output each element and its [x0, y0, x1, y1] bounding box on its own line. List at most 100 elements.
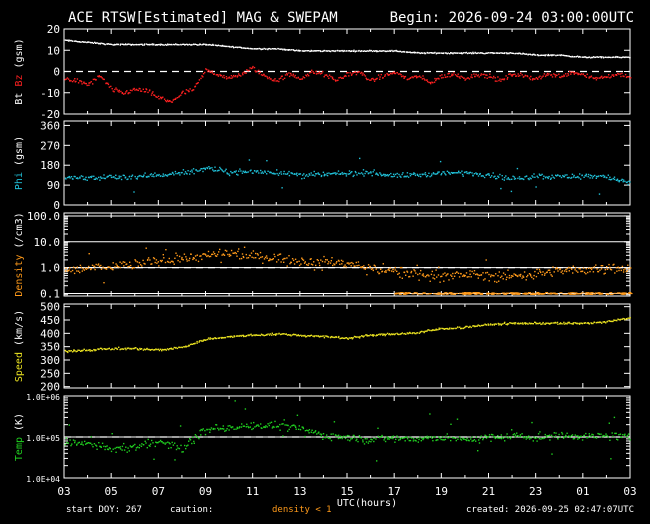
- data-point-temp: [502, 437, 505, 439]
- data-point-bz: [94, 78, 96, 80]
- data-point-speed: [253, 334, 255, 336]
- data-point-bz: [271, 79, 274, 82]
- data-point-bz: [160, 97, 162, 100]
- data-point-bz: [299, 78, 301, 80]
- data-point-bt: [275, 48, 277, 50]
- data-point-phi: [449, 173, 451, 175]
- y-axis-label-part: (K): [14, 413, 25, 437]
- data-point-phi: [147, 175, 149, 178]
- data-point-density: [398, 272, 400, 274]
- data-point-speed: [164, 348, 166, 351]
- data-point-density: [253, 257, 255, 259]
- data-point-bz: [598, 77, 600, 79]
- data-point-phi: [542, 178, 544, 180]
- y-tick-label: 250: [40, 367, 60, 380]
- data-point-bz: [630, 77, 632, 79]
- data-point-bt: [147, 43, 150, 46]
- data-point-phi: [187, 170, 189, 172]
- data-point-density: [250, 252, 253, 254]
- data-point-temp: [408, 439, 410, 442]
- data-point-bz: [85, 82, 87, 85]
- data-point-speed: [110, 349, 112, 351]
- data-point-phi: [382, 174, 384, 176]
- data-point-speed: [443, 328, 446, 330]
- data-point-bt: [70, 39, 72, 42]
- data-point-density: [239, 258, 241, 260]
- data-point-speed: [128, 347, 130, 349]
- data-point-speed: [233, 336, 236, 338]
- data-point-speed: [386, 332, 389, 335]
- data-point-density: [478, 274, 480, 277]
- data-point-bt: [309, 50, 311, 53]
- data-point-temp: [511, 429, 513, 431]
- data-point-phi: [149, 174, 151, 176]
- data-point-density: [559, 268, 561, 270]
- data-point-bz: [538, 76, 540, 78]
- data-point-speed: [264, 334, 267, 336]
- data-point-speed: [377, 333, 380, 336]
- x-tick-label: 21: [482, 485, 495, 498]
- data-point-speed: [232, 336, 234, 338]
- data-point-phi: [540, 174, 542, 176]
- data-point-bz: [476, 75, 478, 77]
- data-point-phi: [485, 174, 488, 176]
- data-point-temp: [357, 440, 359, 443]
- data-point-speed: [365, 334, 367, 336]
- data-point-density: [495, 273, 497, 275]
- data-point-speed: [586, 322, 588, 324]
- data-point-bz: [157, 95, 160, 97]
- data-point-density: [616, 270, 618, 272]
- data-point-speed: [351, 338, 354, 340]
- data-point-speed: [452, 328, 454, 330]
- data-point-bz: [426, 79, 428, 81]
- data-point-speed: [540, 323, 542, 326]
- data-point-density: [330, 260, 332, 262]
- data-point-bz: [461, 76, 464, 78]
- data-point-bz: [295, 77, 297, 79]
- data-point-temp: [194, 434, 197, 436]
- data-point-phi: [98, 176, 100, 179]
- data-point-bz: [103, 78, 105, 81]
- data-point-temp: [209, 431, 211, 433]
- data-point-density: [172, 261, 174, 263]
- data-point-density: [277, 254, 279, 256]
- data-point-bz: [580, 73, 583, 75]
- data-point-temp: [137, 446, 139, 448]
- data-point-speed: [89, 349, 91, 351]
- data-point-bz: [339, 76, 342, 79]
- data-point-bt: [443, 52, 445, 54]
- data-point-phi: [305, 174, 308, 176]
- data-point-temp: [174, 442, 176, 444]
- data-point-phi: [583, 176, 585, 178]
- data-point-bz: [519, 74, 521, 77]
- data-point-phi: [208, 166, 210, 168]
- data-point-bt: [158, 43, 160, 46]
- data-point-bz: [276, 80, 279, 82]
- data-point-bt: [217, 44, 220, 47]
- data-point-temp: [74, 440, 76, 442]
- data-point-density: [151, 263, 153, 265]
- caution-mark: [547, 293, 551, 295]
- data-point-bt: [402, 51, 404, 53]
- data-point-density: [544, 272, 546, 275]
- data-point-temp: [277, 426, 279, 428]
- data-point-density: [243, 256, 245, 259]
- data-point-temp: [255, 425, 258, 427]
- data-point-temp: [621, 436, 623, 439]
- data-point-phi: [206, 167, 209, 170]
- data-point-bt: [468, 52, 471, 54]
- data-point-speed: [343, 337, 345, 340]
- data-point-bz: [366, 78, 368, 81]
- caution-mark: [524, 293, 527, 295]
- data-point-density: [358, 264, 360, 267]
- data-point-bt: [615, 55, 617, 58]
- data-point-temp: [565, 434, 567, 437]
- data-point-temp: [229, 425, 231, 427]
- data-point-temp: [614, 432, 616, 435]
- data-point-speed: [418, 332, 421, 334]
- data-point-speed: [602, 321, 604, 323]
- data-point-speed: [296, 335, 298, 337]
- data-point-density: [324, 261, 326, 263]
- data-point-temp: [200, 428, 202, 431]
- data-point-temp: [95, 445, 98, 447]
